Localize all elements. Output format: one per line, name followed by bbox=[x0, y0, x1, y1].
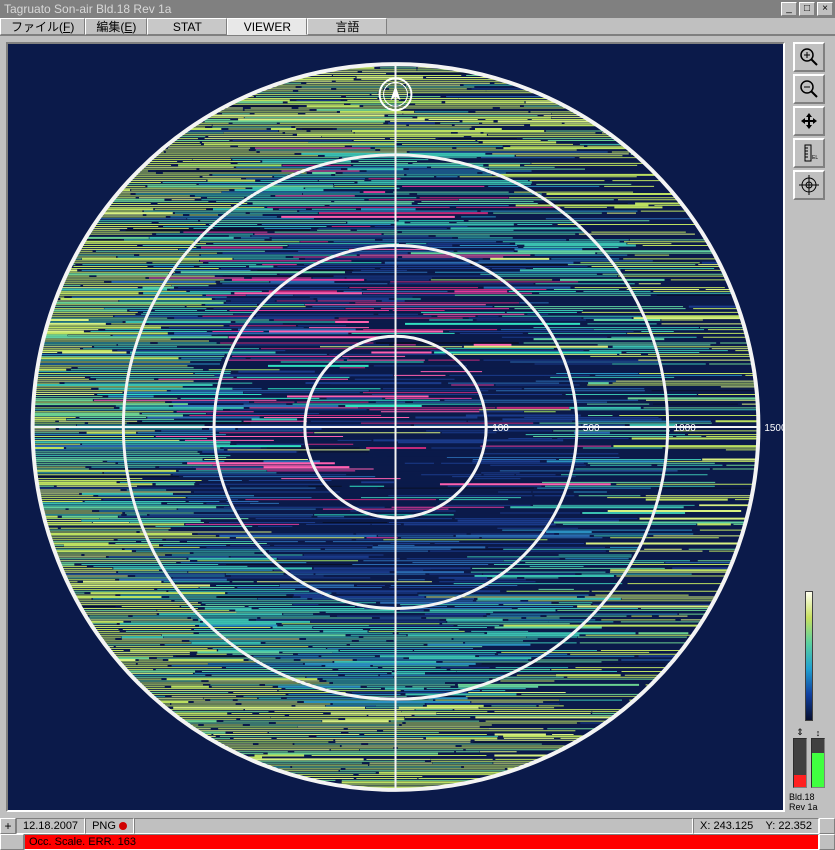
window-controls: _ □ × bbox=[781, 2, 833, 16]
target-button[interactable] bbox=[793, 170, 825, 200]
build-label: Bld.18 Rev 1a bbox=[789, 792, 829, 812]
coord-y-label: Y: bbox=[765, 820, 775, 832]
tab-stat-label: STAT bbox=[173, 20, 202, 34]
statusbar: + 12.18.2007 PNG X: 243.125 Y: 22.352 Oc… bbox=[0, 818, 835, 850]
meter-left-icon: ⇕ bbox=[793, 727, 807, 738]
record-indicator-icon bbox=[119, 822, 127, 830]
menu-file[interactable]: ファイル(F) bbox=[0, 18, 85, 35]
coord-x-value: 243.125 bbox=[713, 820, 753, 832]
meter-left-wrap: ⇕ bbox=[793, 727, 807, 788]
status-format-label: PNG bbox=[92, 820, 116, 832]
status-left-cap bbox=[0, 834, 24, 850]
status-right-cap bbox=[819, 834, 835, 850]
maximize-button[interactable]: □ bbox=[799, 2, 815, 16]
tab-stat[interactable]: STAT bbox=[147, 18, 227, 35]
tab-lang-label: 言語 bbox=[335, 18, 359, 35]
side-bottom-panel: ⇕ ↕ Bld.18 Rev 1a bbox=[789, 591, 829, 812]
meter-right-wrap: ↕ bbox=[811, 728, 825, 788]
svg-text:1500: 1500 bbox=[764, 423, 783, 434]
menu-file-label: ファイル(F) bbox=[11, 18, 74, 35]
status-date: 12.18.2007 bbox=[16, 818, 85, 834]
status-end-cap bbox=[819, 818, 835, 834]
tab-viewer-label: VIEWER bbox=[244, 20, 291, 34]
coord-x-label: X: bbox=[700, 820, 710, 832]
tool-palette: EL ⇕ ↕ Bld.18 Rev 1a bbox=[789, 42, 829, 812]
menu-edit-label: 編集(E) bbox=[96, 18, 136, 35]
meter-left bbox=[793, 738, 807, 788]
menu-spacer bbox=[387, 18, 835, 35]
menubar: ファイル(F) 編集(E) STAT VIEWER 言語 bbox=[0, 18, 835, 36]
measure-button[interactable]: EL bbox=[793, 138, 825, 168]
zoom-in-icon bbox=[799, 47, 819, 67]
color-scale-legend bbox=[805, 591, 813, 721]
signal-meters: ⇕ ↕ bbox=[793, 727, 825, 788]
svg-text:EL: EL bbox=[812, 155, 818, 161]
menu-edit[interactable]: 編集(E) bbox=[85, 18, 147, 35]
tab-lang[interactable]: 言語 bbox=[307, 18, 387, 35]
status-spacer bbox=[134, 818, 693, 834]
svg-text:500: 500 bbox=[583, 423, 600, 434]
crosshair-icon bbox=[799, 175, 819, 195]
sonar-viewer[interactable]: 100 500 1000 1500 bbox=[6, 42, 785, 812]
app-window: Tagruato Son-air Bld.18 Rev 1a _ □ × ファイ… bbox=[0, 0, 835, 850]
meter-right bbox=[811, 738, 825, 788]
zoom-out-button[interactable] bbox=[793, 74, 825, 104]
svg-text:100: 100 bbox=[492, 423, 509, 434]
close-button[interactable]: × bbox=[817, 2, 833, 16]
status-format: PNG bbox=[85, 818, 134, 834]
meter-right-icon: ↕ bbox=[811, 728, 825, 738]
coord-y-value: 22.352 bbox=[778, 820, 812, 832]
minimize-button[interactable]: _ bbox=[781, 2, 797, 16]
svg-text:1000: 1000 bbox=[674, 423, 697, 434]
pan-icon bbox=[799, 111, 819, 131]
content-area: 100 500 1000 1500 EL ⇕ bbox=[0, 36, 835, 818]
tab-viewer[interactable]: VIEWER bbox=[227, 18, 307, 35]
expand-button[interactable]: + bbox=[0, 818, 16, 834]
error-text: Occ. Scale. ERR. 163 bbox=[29, 836, 136, 848]
radar-canvas: 100 500 1000 1500 bbox=[8, 44, 783, 810]
zoom-in-button[interactable] bbox=[793, 42, 825, 72]
zoom-out-icon bbox=[799, 79, 819, 99]
window-title: Tagruato Son-air Bld.18 Rev 1a bbox=[4, 2, 781, 16]
error-bar: Occ. Scale. ERR. 163 bbox=[24, 834, 819, 850]
titlebar: Tagruato Son-air Bld.18 Rev 1a _ □ × bbox=[0, 0, 835, 18]
pan-button[interactable] bbox=[793, 106, 825, 136]
status-coords: X: 243.125 Y: 22.352 bbox=[693, 818, 819, 834]
ruler-icon: EL bbox=[799, 143, 819, 163]
